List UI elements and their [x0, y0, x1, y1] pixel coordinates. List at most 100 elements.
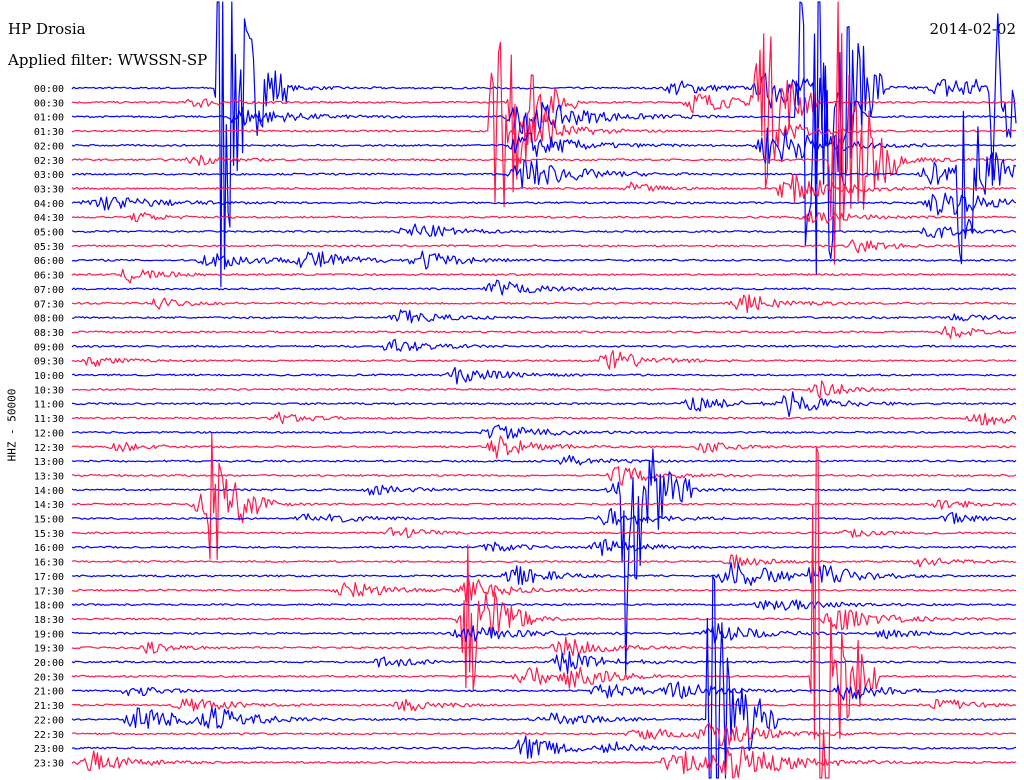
trace-row-2330 [71, 746, 1017, 779]
row-label-1100: 11:00 [34, 400, 64, 411]
row-label-2330: 23:30 [34, 758, 64, 769]
row-label-0530: 05:30 [34, 242, 64, 253]
trace-row-2230 [71, 722, 1017, 747]
row-label-0500: 05:00 [34, 228, 64, 239]
row-label-1830: 18:30 [34, 615, 64, 626]
plot-date: 2014-02-02 [929, 20, 1016, 38]
row-label-0100: 01:00 [34, 113, 64, 124]
trace-row-0400 [71, 192, 1017, 216]
row-label-2000: 20:00 [34, 658, 64, 669]
row-label-0630: 06:30 [34, 271, 64, 282]
row-label-1030: 10:30 [34, 385, 64, 396]
station-name: HP Drosia [8, 20, 86, 38]
row-label-0300: 03:00 [34, 170, 64, 181]
trace-row-0200 [71, 127, 1017, 164]
trace-row-1900 [71, 623, 1017, 644]
row-label-1000: 10:00 [34, 371, 64, 382]
trace-row-0800 [72, 309, 1017, 324]
trace-row-2130 [72, 698, 1017, 712]
trace-row-1230 [71, 435, 1016, 459]
trace-row-0300 [71, 110, 1017, 265]
row-label-1300: 13:00 [34, 457, 64, 468]
trace-row-2100 [71, 681, 1017, 701]
row-label-1600: 16:00 [34, 543, 64, 554]
row-label-2030: 20:30 [34, 672, 64, 683]
row-label-0200: 02:00 [34, 141, 64, 152]
row-label-0730: 07:30 [34, 299, 64, 310]
row-label-2100: 21:00 [34, 687, 64, 698]
row-label-2230: 22:30 [34, 730, 64, 741]
trace-row-0230 [71, 1, 1017, 265]
row-labels: 00:00 00:30 01:00 01:30 02:00 02:30 03:00 03:30… [34, 84, 64, 769]
row-label-0330: 03:30 [34, 184, 64, 195]
row-label-1230: 12:30 [34, 443, 64, 454]
row-label-1500: 15:00 [34, 515, 64, 526]
trace-row-1530 [71, 527, 1017, 539]
row-label-0430: 04:30 [34, 213, 64, 224]
trace-row-1000 [71, 366, 1017, 385]
row-label-0830: 08:30 [34, 328, 64, 339]
trace-row-0100 [71, 1, 1017, 246]
row-label-1730: 17:30 [34, 586, 64, 597]
row-label-1530: 15:30 [34, 529, 64, 540]
row-label-1200: 12:00 [34, 428, 64, 439]
row-label-1800: 18:00 [34, 601, 64, 612]
row-label-0930: 09:30 [34, 357, 64, 368]
trace-row-2300 [71, 735, 1017, 759]
row-label-1900: 19:00 [34, 629, 64, 640]
row-label-2130: 21:30 [34, 701, 64, 712]
trace-row-1600 [71, 538, 1017, 557]
row-label-1130: 11:30 [34, 414, 64, 425]
trace-row-1430 [71, 433, 1017, 560]
trace-row-1630 [71, 554, 1017, 569]
trace-row-0530 [71, 239, 1017, 254]
row-label-1400: 14:00 [34, 486, 64, 497]
row-label-0700: 07:00 [34, 285, 64, 296]
trace-row-2030 [71, 446, 1017, 779]
trace-row-0000 [71, 1, 1017, 288]
row-label-2300: 23:00 [34, 744, 64, 755]
trace-row-0500 [71, 223, 1017, 239]
row-label-1700: 17:00 [34, 572, 64, 583]
trace-row-1830 [71, 544, 1017, 691]
trace-row-0830 [72, 325, 1017, 339]
trace-row-0730 [71, 294, 1017, 313]
trace-row-1800 [71, 599, 1017, 611]
trace-row-1500 [72, 507, 1017, 526]
row-label-1630: 16:30 [34, 558, 64, 569]
trace-row-1730 [71, 576, 1017, 603]
trace-row-1330 [72, 466, 1017, 486]
trace-row-1700 [71, 561, 1017, 586]
trace-row-0600 [71, 250, 1016, 270]
applied-filter: Applied filter: WWSSN-SP [8, 51, 208, 69]
trace-row-0130 [71, 41, 1017, 208]
trace-row-0330 [71, 174, 1017, 203]
trace-row-0430 [71, 210, 1017, 224]
seismic-traces [71, 1, 1017, 779]
row-label-1330: 13:30 [34, 471, 64, 482]
row-label-1430: 14:30 [34, 500, 64, 511]
trace-row-1300 [71, 454, 1017, 466]
row-label-0400: 04:00 [34, 199, 64, 210]
row-label-0900: 09:00 [34, 342, 64, 353]
trace-row-0700 [71, 279, 1017, 296]
trace-row-0900 [71, 338, 1017, 352]
trace-row-0930 [71, 349, 1017, 370]
row-label-2200: 22:00 [34, 715, 64, 726]
trace-row-2200 [71, 575, 1017, 779]
row-label-0030: 00:30 [34, 98, 64, 109]
trace-row-1030 [71, 380, 1017, 399]
trace-row-0030 [71, 33, 1017, 193]
trace-row-0630 [71, 268, 1017, 284]
row-label-0230: 02:30 [34, 156, 64, 167]
trace-row-1130 [71, 411, 1017, 426]
row-label-0600: 06:00 [34, 256, 64, 267]
row-label-0800: 08:00 [34, 314, 64, 325]
trace-row-1100 [72, 391, 1017, 418]
row-label-1930: 19:30 [34, 644, 64, 655]
trace-row-1400 [71, 448, 1017, 676]
trace-row-1930 [71, 636, 1017, 657]
trace-row-1200 [71, 424, 1017, 440]
row-label-0000: 00:00 [34, 84, 64, 95]
